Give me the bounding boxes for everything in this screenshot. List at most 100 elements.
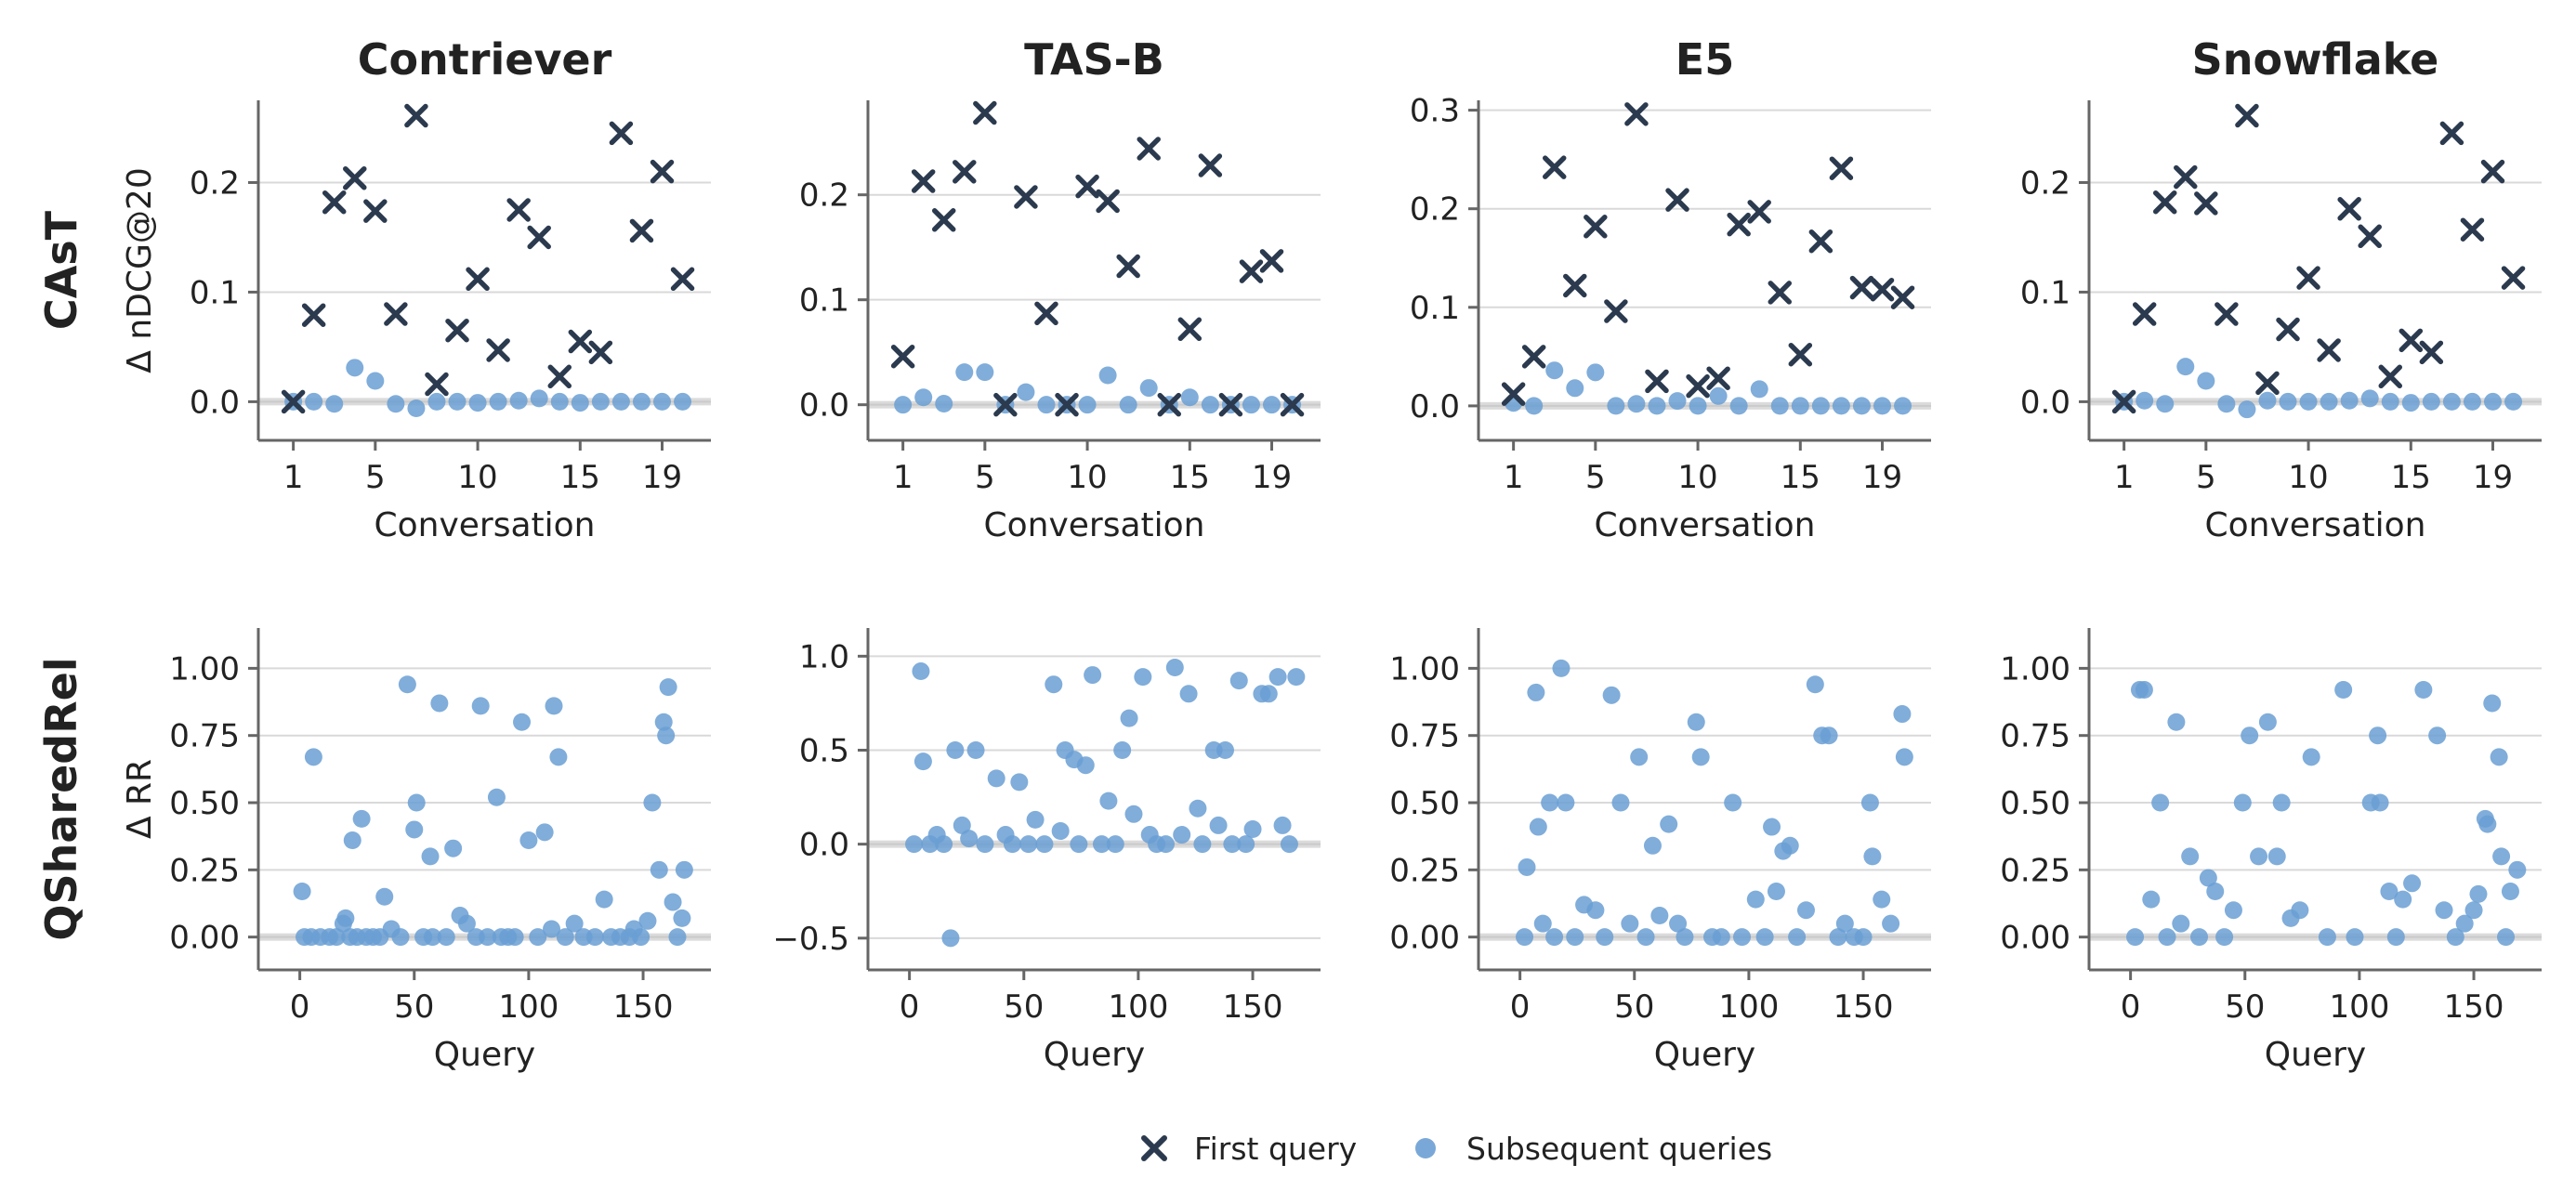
data-point-subsequent-query [976, 835, 994, 854]
data-point-first-query [1116, 254, 1140, 279]
data-point-subsequent-query [1229, 672, 1248, 690]
x-axis-label: Conversation [2204, 506, 2425, 544]
data-point-subsequent-query [1242, 396, 1260, 414]
series-first-query [281, 103, 695, 414]
data-point-subsequent-query [953, 816, 971, 834]
data-point-subsequent-query [1093, 835, 1111, 854]
data-point-subsequent-query [565, 914, 584, 933]
data-point-first-query [1542, 155, 1567, 179]
data-point-subsequent-query [1173, 826, 1191, 844]
data-point-first-query [2215, 302, 2239, 326]
data-point-subsequent-query [2414, 681, 2433, 700]
data-point-first-query [1218, 392, 1243, 417]
data-point-subsequent-query [2442, 392, 2461, 411]
x-tick-label: 100 [1718, 988, 1779, 1026]
y-tick-label: 1.00 [169, 650, 240, 687]
data-point-subsequent-query [506, 928, 524, 947]
data-point-first-query [1604, 299, 1628, 323]
y-tick-label: 0.75 [1389, 718, 1460, 755]
panels-group: 0.00.10.21 5 10 15 19ConversationContrieverC… [36, 34, 2542, 1074]
data-point-first-query [2358, 224, 2382, 249]
data-point-first-query [2276, 317, 2300, 342]
data-point-first-query [445, 318, 469, 343]
data-point-first-query [1584, 215, 1608, 239]
data-point-subsequent-query [673, 909, 691, 927]
panel-6: 0.00 0.25 0.50 0.75 1.00 0 50 100 150 Query [1389, 628, 1931, 1074]
data-point-subsequent-query [1712, 928, 1730, 947]
data-point-first-query [2378, 364, 2403, 389]
data-point-first-query [1788, 342, 1813, 367]
data-point-subsequent-query [1078, 396, 1097, 414]
data-point-subsequent-query [2151, 793, 2170, 812]
y-tick-label: 1.0 [799, 638, 849, 675]
panel-7: 0.00 0.25 0.50 0.75 1.00 0 50 100 150 Query [2000, 628, 2542, 1074]
data-point-subsequent-query [1733, 928, 1752, 947]
x-tick-label: 1 [2114, 459, 2135, 496]
data-point-subsequent-query [2340, 391, 2359, 410]
legend-label-first-query: First query [1194, 1131, 1357, 1167]
x-tick-label: 0 [900, 988, 920, 1026]
data-point-subsequent-query [2238, 400, 2256, 419]
series-subsequent-queries [2126, 681, 2527, 947]
data-point-subsequent-query [556, 928, 574, 947]
data-point-first-query [609, 121, 634, 146]
data-point-subsequent-query [1019, 835, 1038, 854]
data-point-subsequent-query [1788, 928, 1807, 947]
data-point-subsequent-query [1189, 799, 1207, 818]
data-point-subsequent-query [1894, 397, 1912, 415]
data-point-subsequent-query [1668, 392, 1687, 411]
data-point-subsequent-query [1630, 748, 1649, 766]
x-tick-label: 10 [457, 459, 497, 496]
data-point-subsequent-query [2279, 392, 2297, 411]
data-point-subsequent-query [1791, 397, 1809, 415]
data-point-subsequent-query [1796, 901, 1815, 920]
data-point-subsequent-query [1552, 659, 1571, 677]
data-point-subsequent-query [894, 396, 913, 414]
y-axis-label: Δ RR [121, 759, 159, 839]
data-point-subsequent-query [668, 928, 687, 947]
x-axis-label: Query [2265, 1036, 2366, 1074]
y-tick-label: 0.00 [169, 920, 240, 957]
data-point-subsequent-query [1770, 397, 1789, 415]
x-tick-label: 150 [1223, 988, 1283, 1026]
data-point-subsequent-query [1124, 805, 1143, 823]
y-tick-label: 0.25 [2000, 852, 2070, 889]
data-point-subsequent-query [1529, 818, 1547, 836]
x-tick-label: 1 [1504, 459, 1524, 496]
data-point-subsequent-query [1729, 397, 1748, 415]
data-point-subsequent-query [1280, 835, 1298, 854]
data-point-subsequent-query [1259, 685, 1278, 703]
data-point-first-query [466, 267, 490, 292]
y-tick-label: 0.0 [1410, 388, 1460, 425]
data-point-first-query [2460, 217, 2485, 242]
y-tick-label: 0.50 [1389, 785, 1460, 822]
data-point-subsequent-query [1806, 675, 1824, 694]
data-point-subsequent-query [966, 741, 985, 760]
data-point-subsequent-query [1746, 890, 1765, 909]
data-point-subsequent-query [2181, 847, 2200, 866]
data-point-subsequent-query [1527, 683, 1545, 701]
data-point-first-query [953, 160, 977, 184]
y-tick-label: 0.1 [799, 282, 849, 320]
data-point-subsequent-query [935, 395, 953, 413]
data-point-first-query [1014, 185, 1038, 209]
data-point-subsequent-query [1863, 847, 1882, 866]
y-tick-label: 0.1 [190, 274, 240, 311]
data-point-subsequent-query [654, 713, 673, 731]
data-point-subsequent-query [1893, 705, 1912, 724]
data-point-subsequent-query [2167, 713, 2186, 731]
data-point-subsequent-query [643, 793, 662, 812]
x-tick-label: 19 [1862, 459, 1902, 496]
x-axis-label: Query [1044, 1036, 1145, 1074]
data-point-subsequent-query [1687, 713, 1705, 731]
data-point-subsequent-query [941, 929, 960, 948]
data-point-subsequent-query [1709, 386, 1728, 405]
data-point-subsequent-query [1602, 686, 1621, 704]
y-tick-label: 0.2 [799, 177, 849, 215]
data-point-first-query [1563, 273, 1587, 298]
data-point-subsequent-query [2258, 391, 2277, 410]
data-point-subsequent-query [2318, 928, 2336, 947]
data-point-first-query [2399, 328, 2424, 353]
